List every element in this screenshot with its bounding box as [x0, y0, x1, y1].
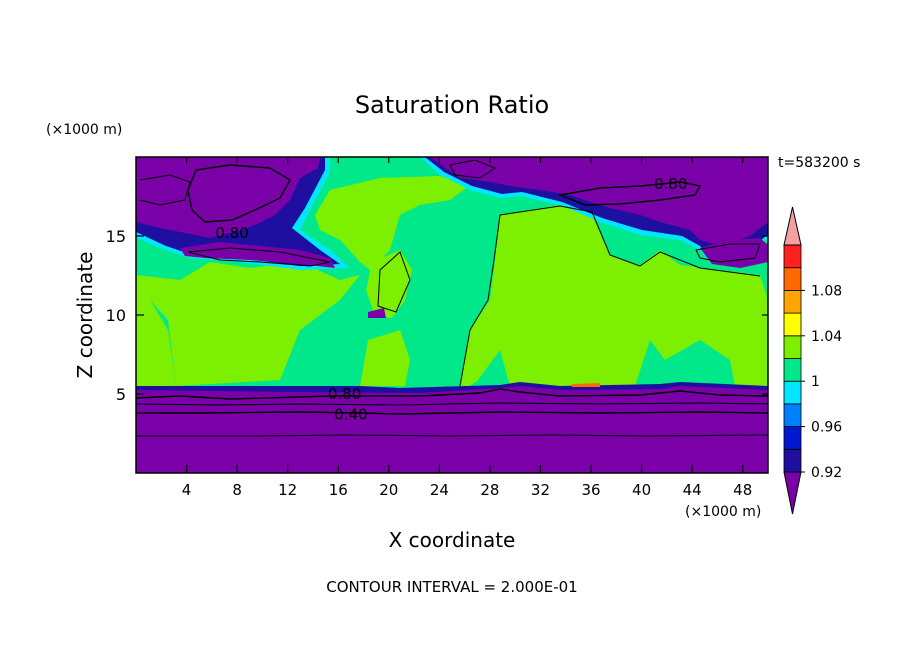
- lime-region: [560, 345, 625, 386]
- colorbar-cell: [783, 403, 802, 427]
- colorbar-cell: [783, 312, 802, 337]
- y-axis: 5 10 15: [106, 227, 768, 404]
- saturation-field: [136, 157, 768, 473]
- colorbar-cell: [783, 448, 802, 473]
- contour-line-040: [136, 411, 768, 415]
- x-axis: 4 8 12 16 20 24 28 32 36 40 44 48: [182, 157, 752, 499]
- lime-region: [315, 176, 470, 270]
- chart-title: Saturation Ratio: [355, 91, 549, 119]
- y-tick-label: 5: [116, 385, 126, 404]
- colorbar-cell: [783, 358, 802, 382]
- purple-region: [180, 242, 335, 268]
- x-tick-label: 28: [480, 481, 499, 499]
- contour-line-080: [136, 388, 768, 400]
- contour-line-020: [136, 434, 768, 437]
- colorbar-cell: [783, 244, 802, 269]
- purple-region: [136, 386, 768, 473]
- purple-region: [430, 157, 768, 246]
- time-label: t=583200 s: [778, 155, 860, 171]
- x-tick-label: 8: [232, 481, 242, 499]
- colorbar: 1.08 1.04 1 0.96 0.92: [783, 206, 842, 515]
- x-tick-label: 44: [683, 481, 702, 499]
- contour-line-upper: [695, 243, 761, 263]
- contour-line-upper: [187, 247, 331, 267]
- contour-line-100: [499, 205, 761, 277]
- colorbar-cell: [783, 206, 802, 246]
- colorbar-label: 1.08: [811, 283, 842, 299]
- contour-line-upper: [557, 181, 702, 206]
- x-axis-label: X coordinate: [389, 528, 516, 552]
- x-tick-label: 4: [182, 481, 192, 499]
- x-tick-label: 40: [632, 481, 651, 499]
- x-tick-label: 20: [379, 481, 398, 499]
- colorbar-cell: [783, 426, 802, 450]
- contour-line-upper: [139, 174, 191, 206]
- contour-label: 0.40: [334, 406, 367, 424]
- lime-region: [360, 330, 410, 386]
- contour-label: 0.80: [654, 175, 687, 193]
- colorbar-cell: [783, 380, 802, 405]
- x-axis-unit: (×1000 m): [685, 504, 761, 520]
- contour-label: 0.80: [328, 385, 361, 403]
- contour-lines: [136, 159, 768, 437]
- contour-interval-note: CONTOUR INTERVAL = 2.000E-01: [326, 578, 577, 596]
- contour-line-upper: [187, 164, 291, 223]
- lime-region: [460, 205, 768, 386]
- x-tick-label: 16: [329, 481, 348, 499]
- x-tick-label: 32: [531, 481, 550, 499]
- x-tick-label: 36: [581, 481, 600, 499]
- contour-line-060: [136, 402, 768, 406]
- x-tick-label: 24: [430, 481, 449, 499]
- colorbar-cell: [783, 335, 802, 359]
- contour-line-100: [377, 251, 411, 313]
- colorbar-label: 0.96: [811, 420, 842, 436]
- purple-region: [368, 308, 386, 318]
- orange-patch: [572, 383, 600, 387]
- colorbar-cell: [783, 471, 802, 515]
- y-axis-unit: (×1000 m): [46, 122, 122, 138]
- contour-line-upper: [449, 159, 497, 179]
- y-axis-label: Z coordinate: [73, 252, 97, 379]
- purple-region: [136, 157, 320, 238]
- y-tick-label: 10: [106, 306, 126, 325]
- colorbar-cell: [783, 267, 802, 291]
- purple-region: [700, 238, 768, 268]
- colorbar-label: 1.04: [811, 329, 842, 345]
- lime-region: [136, 262, 360, 386]
- x-tick-label: 48: [733, 481, 752, 499]
- contour-line-100: [459, 214, 501, 387]
- colorbar-label: 0.92: [811, 465, 842, 481]
- y-tick-label: 15: [106, 227, 126, 246]
- x-tick-label: 12: [278, 481, 297, 499]
- colorbar-cell: [783, 289, 802, 314]
- lime-region: [136, 280, 176, 386]
- colorbar-label: 1: [811, 374, 820, 390]
- contour-label: 0.80: [215, 224, 248, 242]
- contour-labels: 0.80 0.40 0.80 0.80: [215, 175, 687, 424]
